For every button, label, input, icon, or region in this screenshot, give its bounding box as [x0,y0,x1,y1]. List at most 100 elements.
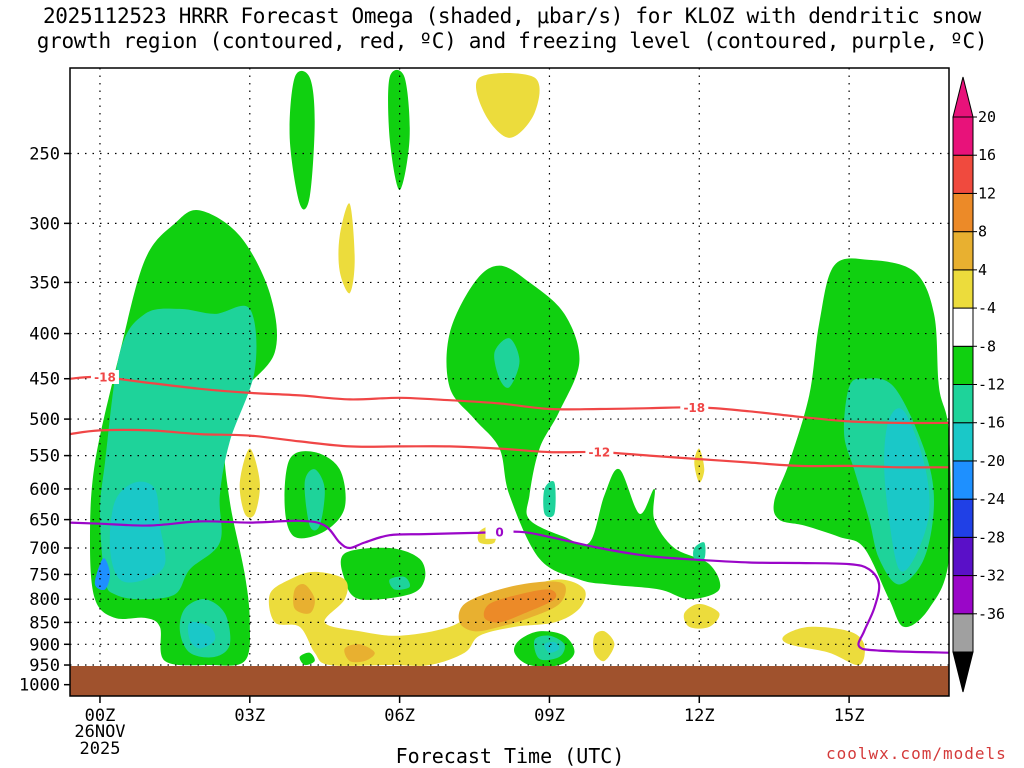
colorbar-label--4: -4 [978,299,996,317]
y-tick-label-350: 350 [29,273,60,293]
colorbar-segment-10 [952,231,974,271]
omega-region-green-10 [340,547,426,600]
omega-shading [90,69,951,667]
y-tick-label-750: 750 [29,565,60,585]
contour-label--18: -18 [94,371,116,385]
y-tick-label-600: 600 [29,480,60,500]
y-tick-label-250: 250 [29,144,60,164]
y-tick-label-800: 800 [29,590,60,610]
date-label-year: 2025 [79,739,120,759]
y-tick-label-1000: 1000 [19,676,60,696]
omega-region-green-9 [388,69,410,190]
y-tick-label-900: 900 [29,635,60,655]
contour-label--12: -12 [589,446,611,460]
omega-region-cyan-21 [884,408,930,572]
y-tick-label-700: 700 [29,539,60,559]
colorbar-segment-13 [952,116,974,156]
colorbar-label--16: -16 [978,414,1005,432]
title-line-2: growth region (contoured, red, ºC) and f… [36,29,988,53]
omega-region-teal-15 [543,481,556,518]
contour-line--18 [69,375,950,425]
colorbar-segment-4 [952,460,974,500]
contours: -18 -18 -12 0 [69,370,950,654]
x-axis-label: Forecast Time (UTC) [395,744,625,768]
omega-region-orange-31 [483,589,557,623]
colorbar-segment-6 [952,384,974,424]
y-tick-label-450: 450 [29,370,60,390]
omega-region-blue-5 [94,558,110,591]
colorbar-label-4: 4 [978,261,987,279]
date-label-day: 26NOV [74,722,125,742]
colorbar: 20 16 12 8 4 -4 -8 -12 -16 -20 -24 -28 -32 -36 [952,76,1005,693]
x-tick-label-12Z: 12Z [684,706,715,726]
x-tick-label-03Z: 03Z [234,706,265,726]
chart-title: 2025112523 HRRR Forecast Omega (shaded, … [0,4,1024,54]
contour-label-bg [485,524,514,539]
omega-region-yellow-33 [593,630,615,662]
y-axis: 2503003504004505005506006507007508008509… [19,144,70,696]
colorbar-label-12: 12 [978,184,996,202]
colorbar-segment-11 [952,192,974,233]
colorbar-label--28: -28 [978,528,1005,546]
colorbar-segment-5 [952,422,974,462]
x-tick-label-15Z: 15Z [834,706,865,726]
colorbar-segment-9 [952,269,974,309]
omega-region-cyan-4 [187,621,216,649]
omega-region-yellow-23 [239,448,260,518]
colorbar-label--36: -36 [978,605,1005,623]
omega-region-yellow-35 [782,626,865,666]
title-line-1: 2025112523 HRRR Forecast Omega (shaded, … [42,4,982,28]
colorbar-segment-1 [952,575,974,615]
x-tick-label-00Z: 00Z [85,706,116,726]
y-tick-label-650: 650 [29,511,60,531]
y-tick-label-950: 950 [29,656,60,676]
contour-line-0 [69,519,950,654]
y-tick-label-400: 400 [29,325,60,345]
y-tick-label-500: 500 [29,410,60,430]
colorbar-segment-2 [952,536,974,577]
colorbar-label--32: -32 [978,567,1005,585]
contour-label--18: -18 [683,401,705,415]
x-tick-label-06Z: 06Z [384,706,415,726]
colorbar-segment-12 [952,154,974,194]
colorbar-under-arrow [952,651,974,693]
colorbar-label-16: 16 [978,146,996,164]
colorbar-over-arrow [952,76,974,118]
omega-region-yellow-24 [338,203,355,294]
omega-region-teal-11 [389,576,411,590]
omega-region-teal-7 [304,469,325,531]
x-tick-label-09Z: 09Z [534,706,565,726]
contour-line--12 [69,428,950,469]
watermark: coolwx.com/models [826,744,1007,763]
colorbar-label--12: -12 [978,376,1005,394]
contour-label-bg [680,400,709,415]
colorbar-label--24: -24 [978,490,1005,508]
contour-label-0: 0 [495,525,503,539]
plot-frame [69,67,950,697]
ground-surface [70,666,949,696]
y-tick-label-550: 550 [29,447,60,467]
contour-label-bg [90,370,119,385]
y-tick-label-850: 850 [29,613,60,633]
contour-label-bg [585,445,614,460]
y-tick-label-300: 300 [29,214,60,234]
omega-region-orange-light-32 [344,644,375,663]
colorbar-segment-3 [952,498,974,538]
omega-region-cyan-3 [109,481,166,583]
colorbar-segment-7 [952,345,974,385]
omega-region-cyan-18 [544,641,560,653]
colorbar-label-20: 20 [978,108,996,126]
omega-region-orange-light-29 [293,584,315,614]
colorbar-segment-8 [952,307,974,347]
colorbar-segment-0 [952,613,974,653]
omega-region-teal-14 [494,338,520,388]
omega-region-green-12 [299,652,315,666]
omega-region-green-8 [289,70,315,210]
omega-region-yellow-25 [475,73,540,138]
colorbar-label--20: -20 [978,452,1005,470]
omega-region-teal-22 [693,542,706,561]
colorbar-label-8: 8 [978,223,987,241]
colorbar-label--8: -8 [978,337,996,355]
